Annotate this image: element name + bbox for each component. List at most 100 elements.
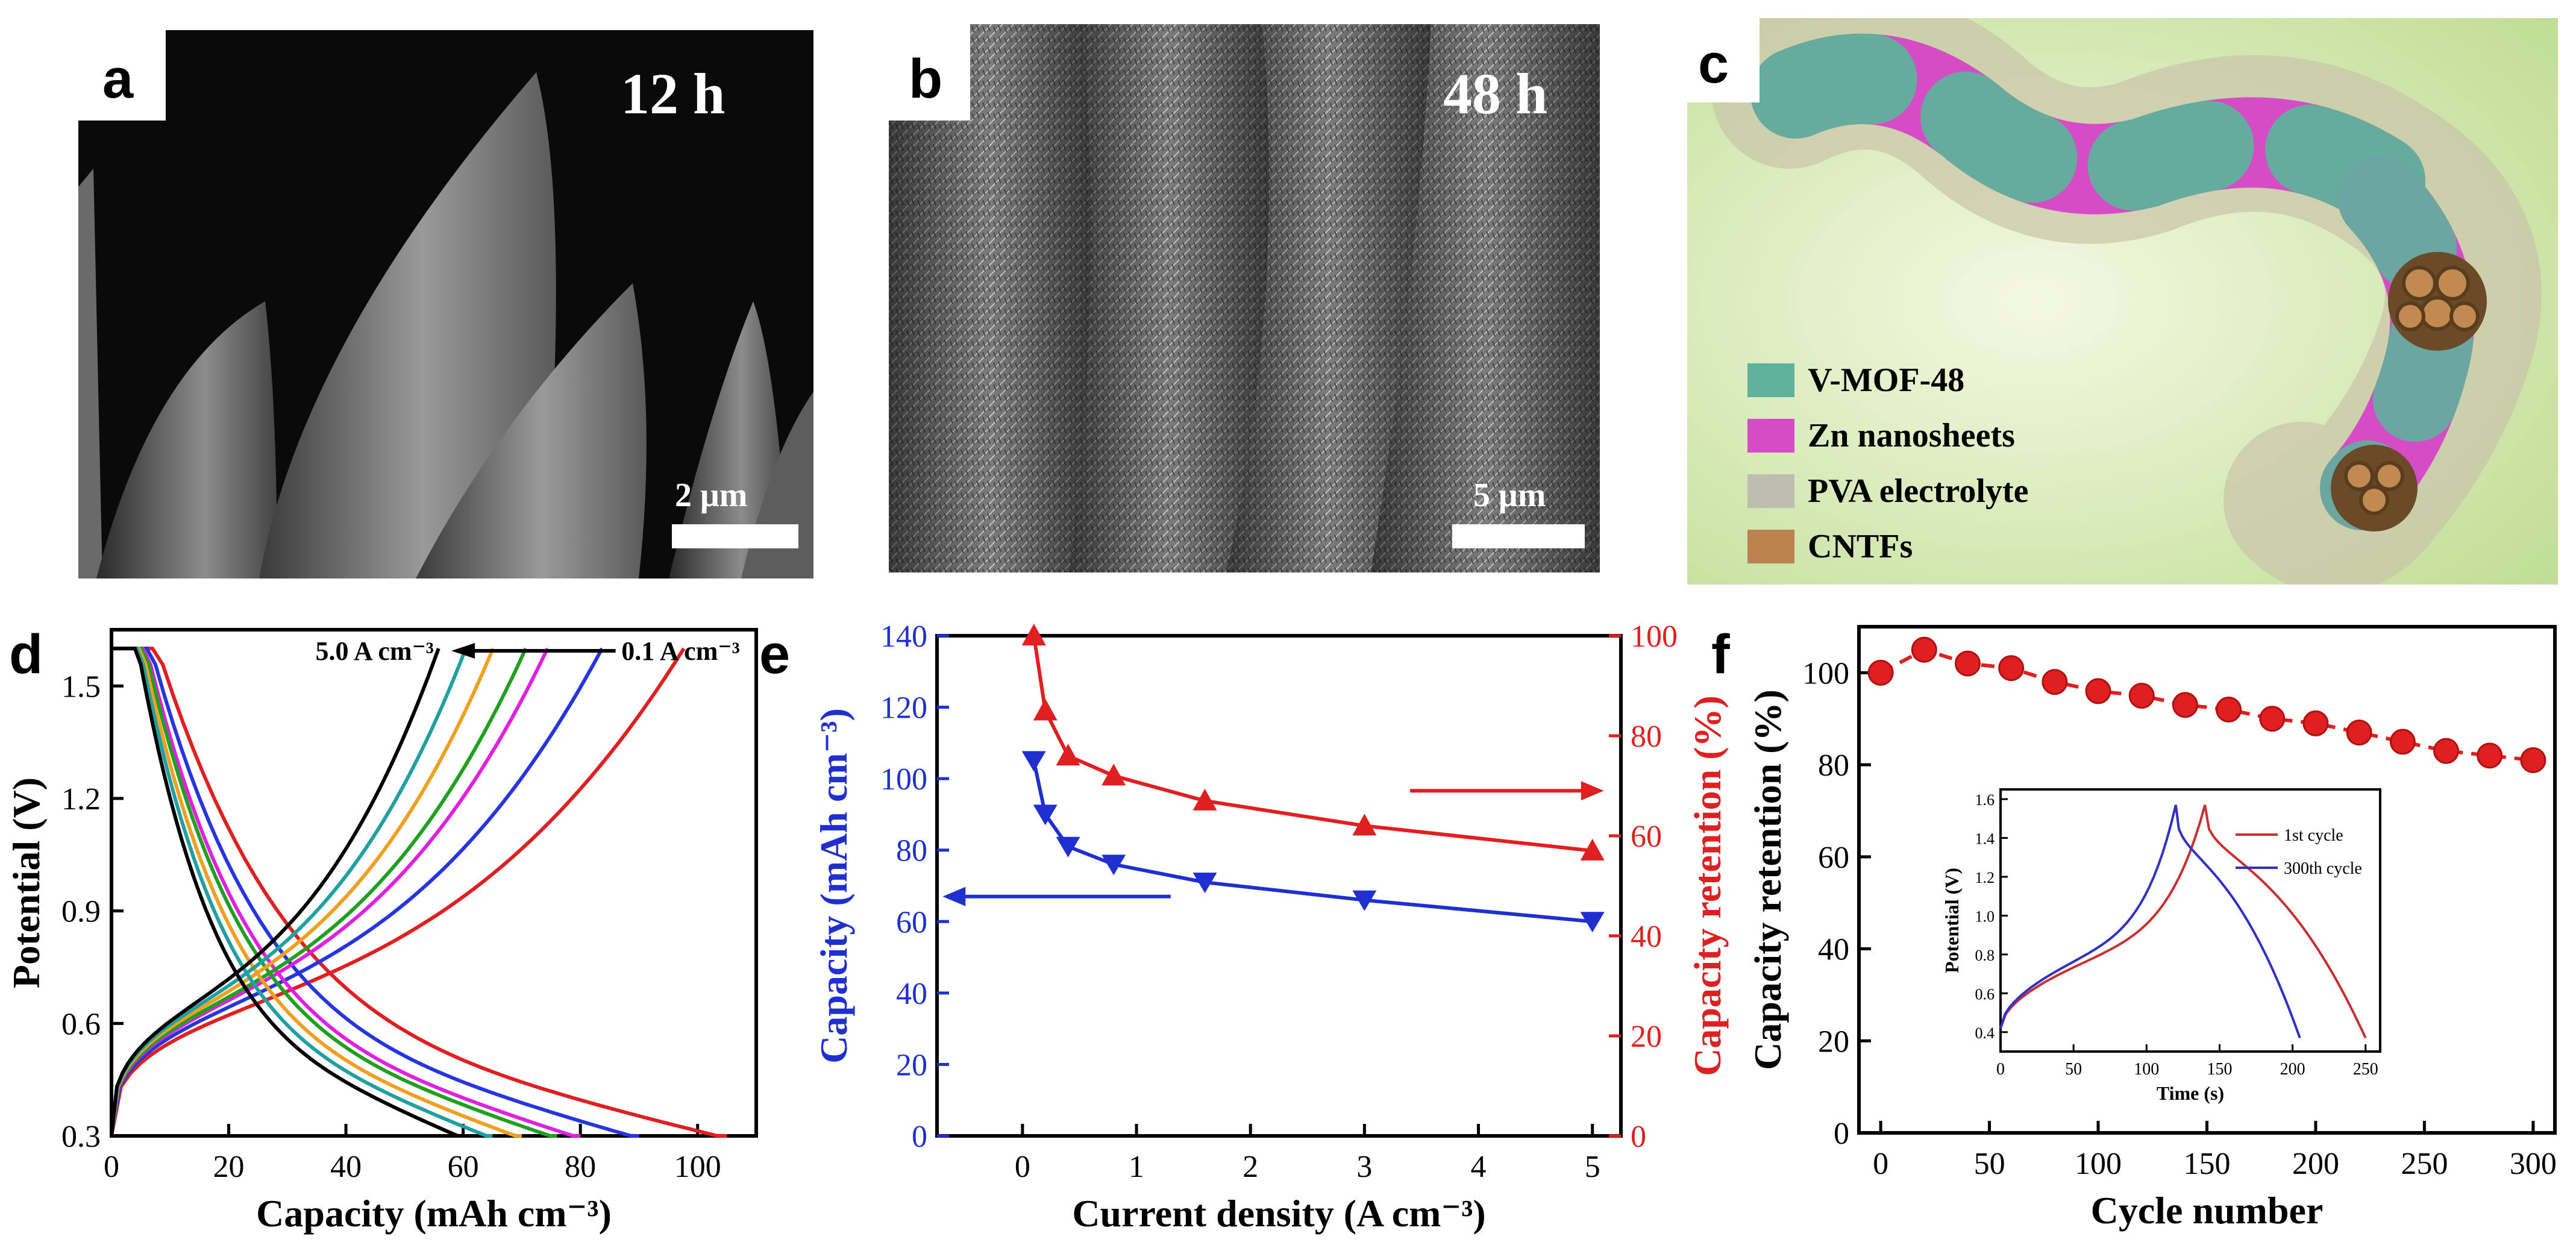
- legend-item: CNTFs: [1747, 519, 2028, 574]
- charge-curve: [110, 647, 686, 1137]
- discharge-curve: [111, 647, 493, 1138]
- y-left-tick-label: 20: [896, 1048, 927, 1082]
- inset-x-tick-label: 0: [1996, 1060, 2005, 1079]
- cntf-bundle-end: [2331, 445, 2418, 531]
- y-left-tick-label: 60: [896, 905, 927, 939]
- panel-f-label: f: [1711, 624, 1730, 685]
- x-axis-label: Capacity (mAh cm⁻³): [256, 1192, 612, 1235]
- plot-frame: [110, 628, 758, 1138]
- schematic-legend: V-MOF-48 Zn nanosheets PVA electrolyte C…: [1747, 353, 2028, 574]
- x-tick-label: 1: [1129, 1150, 1144, 1184]
- discharge-curve: [111, 647, 522, 1138]
- inset-y-tick-label: 1.0: [1975, 908, 1995, 925]
- y-left-tick-label: 120: [880, 691, 927, 726]
- charge-curve: [110, 647, 604, 1137]
- discharge-curve: [111, 647, 557, 1138]
- inset-x-tick-label: 50: [2065, 1060, 2082, 1079]
- inset-legend-label: 1st cycle: [2284, 826, 2343, 845]
- fiber-schematic-drawing: [1687, 18, 2558, 585]
- rate-annotation-label: 5.0 A cm⁻³: [315, 636, 434, 666]
- fiber-battery-schematic: c V-MOF-48 Zn nanosheets PVA electrolyte…: [1687, 18, 2558, 585]
- data-point-up-triangle: [1102, 763, 1126, 786]
- x-tick-label: 100: [2075, 1147, 2122, 1181]
- inset-curve-first-cycle: [1999, 804, 2367, 1039]
- x-tick-label: 3: [1356, 1150, 1372, 1184]
- sem-time-label: 48 h: [1443, 61, 1548, 126]
- discharge-curve: [111, 647, 463, 1138]
- data-point-down-triangle: [1192, 873, 1217, 894]
- legend-item: PVA electrolyte: [1747, 463, 2028, 519]
- inset-y-tick-label: 0.8: [1975, 947, 1995, 964]
- chart-f-cycling: 0 50 100 150 200 250 300 0 20 40 60 80 100 Cycle numb…: [1746, 625, 2557, 1232]
- data-point-circle: [2346, 720, 2372, 746]
- y-tick-label: 20: [1818, 1024, 1849, 1059]
- x-tick-label: 20: [213, 1150, 245, 1184]
- data-point-down-triangle: [1352, 890, 1377, 911]
- y-right-tick-label: 100: [1631, 619, 1678, 654]
- legend-swatch: [1747, 363, 1794, 397]
- x-tick-label: 80: [565, 1150, 596, 1184]
- data-point-circle: [2433, 738, 2460, 764]
- y-right-tick-label: 20: [1631, 1020, 1662, 1054]
- x-tick-label: 100: [674, 1150, 721, 1184]
- y-right-tick-label: 60: [1631, 820, 1662, 854]
- legend-item: V-MOF-48: [1747, 353, 2028, 408]
- y-tick-label: 80: [1818, 748, 1849, 783]
- charge-curve: [110, 648, 468, 1137]
- data-point-circle: [2477, 742, 2503, 769]
- discharge-curve: [111, 647, 727, 1138]
- inset-x-tick-label: 250: [2353, 1060, 2378, 1079]
- chart-e-rate: 0 1 2 3 4 5020406080100120140020406080100Curr…: [812, 619, 1729, 1235]
- x-tick-label: 200: [2292, 1147, 2339, 1181]
- cntf-bundle-end: [2388, 252, 2487, 351]
- data-point-up-triangle: [1580, 838, 1605, 861]
- sem-48h-texture: [889, 24, 1600, 572]
- data-point-down-triangle: [1102, 854, 1126, 876]
- sem-12h-cones: [78, 72, 813, 578]
- data-point-circle: [2216, 696, 2242, 723]
- data-point-up-triangle: [1021, 624, 1046, 645]
- y-left-tick-label: 100: [880, 762, 927, 797]
- inset-y-axis-label: Potential (V): [1941, 868, 1963, 973]
- data-point-circle: [2172, 692, 2198, 718]
- y-right-tick-label: 80: [1631, 720, 1662, 754]
- inset-y-tick-label: 0.6: [1975, 985, 1995, 1003]
- inset-y-tick-label: 1.4: [1975, 830, 1995, 848]
- legend-item: Zn nanosheets: [1747, 408, 2028, 463]
- x-tick-label: 300: [2510, 1147, 2557, 1181]
- data-point-down-triangle: [1021, 751, 1046, 772]
- y-tick-label: 0.6: [61, 1007, 101, 1041]
- y-tick-label: 60: [1818, 841, 1849, 875]
- data-point-circle: [2259, 706, 2286, 732]
- x-tick-label: 2: [1243, 1150, 1258, 1184]
- inset-y-tick-label: 1.6: [1975, 791, 1995, 809]
- data-point-down-triangle: [1056, 836, 1080, 858]
- chart-d-galvanostatic: 0 20 40 60 80 100 0.3 0.6 0.9 1.2 1.5 Capacity (mAh…: [5, 628, 758, 1235]
- data-point-circle: [1998, 655, 2025, 682]
- data-point-up-triangle: [1033, 698, 1058, 721]
- inset-legend-label: 300th cycle: [2284, 859, 2362, 878]
- charge-curve: [110, 647, 528, 1137]
- x-tick-label: 0: [1015, 1150, 1030, 1184]
- data-point-circle: [2042, 669, 2068, 695]
- inset-x-axis-label: Time (s): [2157, 1082, 2224, 1104]
- sem-image-12h: [78, 30, 813, 578]
- panel-a-label-box: [78, 30, 166, 121]
- panel-b-label: b: [909, 48, 943, 110]
- data-point-circle: [2520, 747, 2546, 773]
- y-tick-label: 1.2: [61, 782, 101, 817]
- y-left-tick-label: 140: [880, 619, 927, 654]
- inset-x-tick-label: 200: [2280, 1060, 2305, 1079]
- legend-label: CNTFs: [1808, 528, 1913, 565]
- x-tick-label: 150: [2184, 1147, 2231, 1181]
- y-tick-label: 100: [1802, 656, 1849, 691]
- data-point-circle: [2302, 710, 2329, 736]
- inset-y-tick-label: 0.4: [1975, 1024, 1995, 1042]
- x-tick-label: 0: [1873, 1147, 1888, 1181]
- scale-bar: [672, 524, 798, 548]
- legend-label: V-MOF-48: [1808, 362, 1965, 399]
- x-tick-label: 0: [104, 1150, 119, 1184]
- y-axis-label: Potential (V): [5, 777, 48, 988]
- data-point-up-triangle: [1192, 788, 1217, 810]
